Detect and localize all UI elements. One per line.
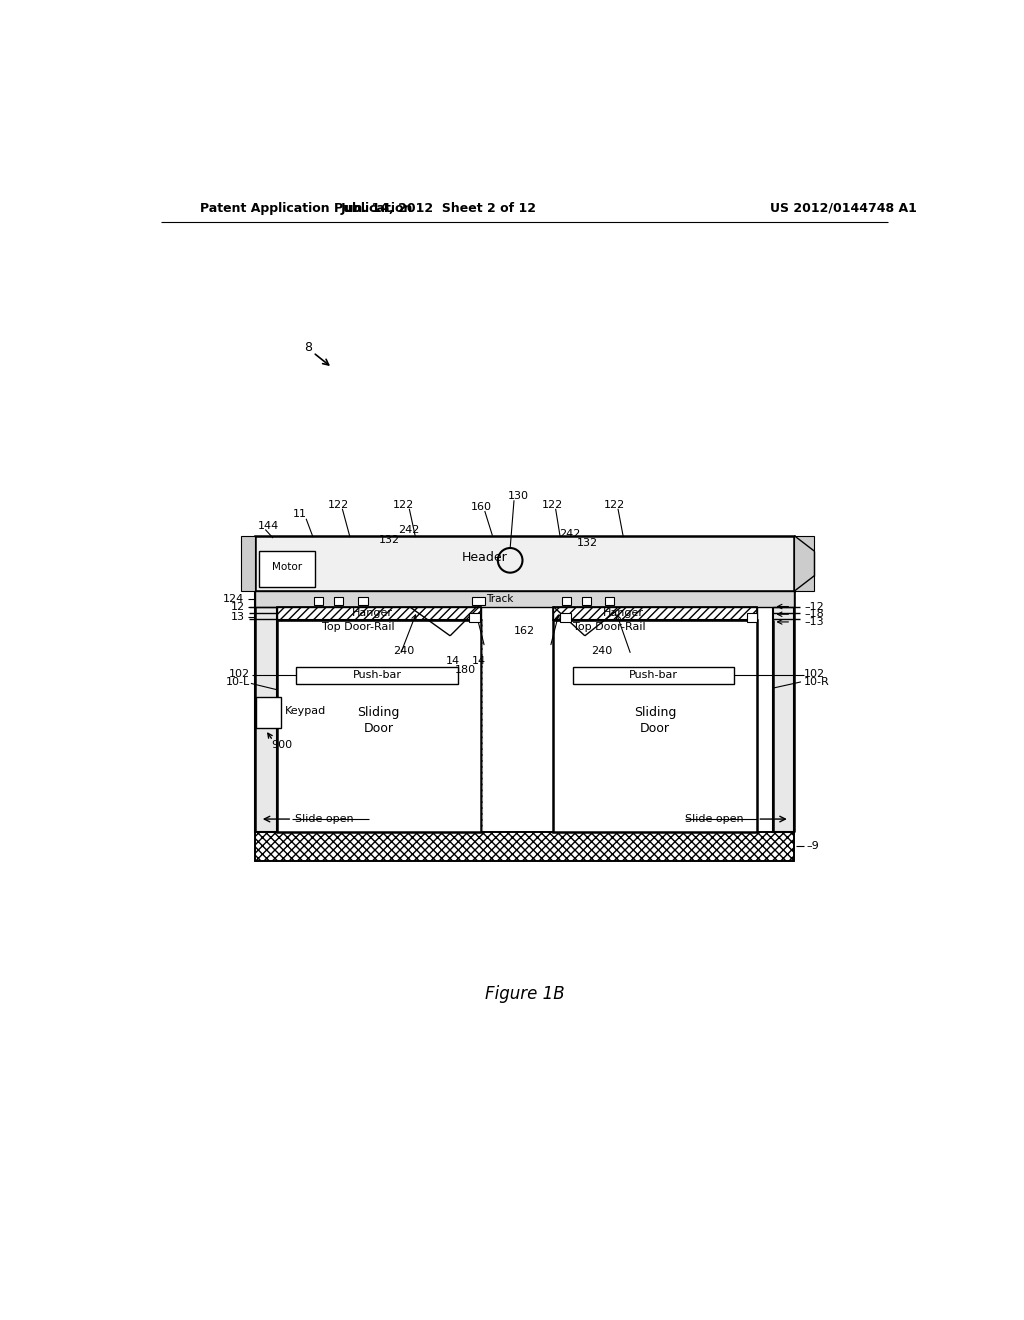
Text: 132: 132	[379, 536, 399, 545]
Text: 14: 14	[445, 656, 460, 667]
Bar	[255, 832, 795, 861]
Bar	[313, 597, 323, 605]
Text: 900: 900	[271, 741, 293, 750]
Text: Figure 1B: Figure 1B	[485, 985, 564, 1003]
Bar	[582, 597, 591, 605]
Bar	[605, 597, 614, 605]
Text: 122: 122	[393, 500, 415, 510]
Text: Sliding: Sliding	[634, 706, 676, 719]
Text: Slide open: Slide open	[685, 814, 743, 824]
Bar	[472, 597, 484, 605]
Text: 132: 132	[578, 539, 598, 548]
Bar	[469, 612, 480, 622]
Bar	[358, 597, 368, 605]
Text: 242: 242	[398, 525, 420, 536]
Bar	[334, 597, 343, 605]
Text: Door: Door	[364, 722, 393, 735]
Bar	[296, 667, 458, 684]
Text: 10-L: 10-L	[225, 677, 250, 686]
Text: 102: 102	[228, 669, 250, 680]
Bar	[255, 544, 276, 832]
Text: Keypad: Keypad	[285, 706, 326, 717]
Bar	[553, 607, 758, 620]
Bar	[553, 607, 758, 620]
Text: –13: –13	[804, 616, 824, 627]
Text: Sliding: Sliding	[357, 706, 399, 719]
Text: 102: 102	[804, 669, 825, 680]
Text: 130: 130	[507, 491, 528, 500]
Bar	[255, 591, 795, 607]
Bar	[276, 620, 481, 832]
Text: Push-bar: Push-bar	[352, 671, 401, 680]
Bar	[259, 552, 314, 587]
Text: –12: –12	[804, 602, 824, 611]
Text: –9: –9	[807, 841, 819, 851]
Bar	[773, 544, 795, 832]
Text: Jun. 14, 2012  Sheet 2 of 12: Jun. 14, 2012 Sheet 2 of 12	[341, 202, 537, 215]
Text: 122: 122	[328, 500, 349, 510]
Text: 122: 122	[603, 500, 625, 510]
Bar	[276, 607, 481, 620]
Text: Track: Track	[486, 594, 514, 603]
Text: 122: 122	[542, 500, 563, 510]
Text: 13: 13	[230, 612, 245, 622]
Text: 8: 8	[304, 341, 311, 354]
Text: Header: Header	[462, 550, 508, 564]
Bar	[255, 536, 795, 591]
Bar	[560, 612, 571, 622]
Bar	[553, 620, 758, 832]
Bar	[746, 612, 758, 622]
Bar	[276, 607, 481, 620]
Text: Push-bar: Push-bar	[629, 671, 678, 680]
Bar	[256, 697, 281, 729]
Text: 180: 180	[455, 665, 476, 676]
Text: 124: 124	[223, 594, 245, 603]
Text: 10-R: 10-R	[804, 677, 830, 686]
Text: 11: 11	[293, 510, 307, 519]
Text: 144: 144	[258, 521, 279, 532]
Text: Patent Application Publication: Patent Application Publication	[200, 202, 413, 215]
Text: Hanger: Hanger	[351, 607, 392, 618]
Text: Motor: Motor	[271, 561, 302, 572]
Text: 240: 240	[591, 647, 612, 656]
Text: 12: 12	[230, 602, 245, 611]
Bar	[255, 832, 795, 861]
Text: Door: Door	[640, 722, 670, 735]
Bar	[795, 536, 814, 591]
Bar	[572, 667, 734, 684]
Bar	[242, 536, 255, 591]
Text: 14: 14	[471, 656, 485, 667]
Text: 242: 242	[559, 529, 580, 539]
Bar	[562, 597, 571, 605]
Text: Top Door-Rail: Top Door-Rail	[322, 622, 394, 631]
Text: 160: 160	[470, 502, 492, 512]
Text: –18: –18	[804, 610, 824, 619]
Text: 162: 162	[514, 626, 536, 636]
Text: US 2012/0144748 A1: US 2012/0144748 A1	[770, 202, 916, 215]
Text: Top Door-Rail: Top Door-Rail	[573, 622, 646, 631]
Text: Slide open: Slide open	[295, 814, 354, 824]
Text: Hanger: Hanger	[603, 607, 644, 618]
Text: 240: 240	[393, 647, 415, 656]
